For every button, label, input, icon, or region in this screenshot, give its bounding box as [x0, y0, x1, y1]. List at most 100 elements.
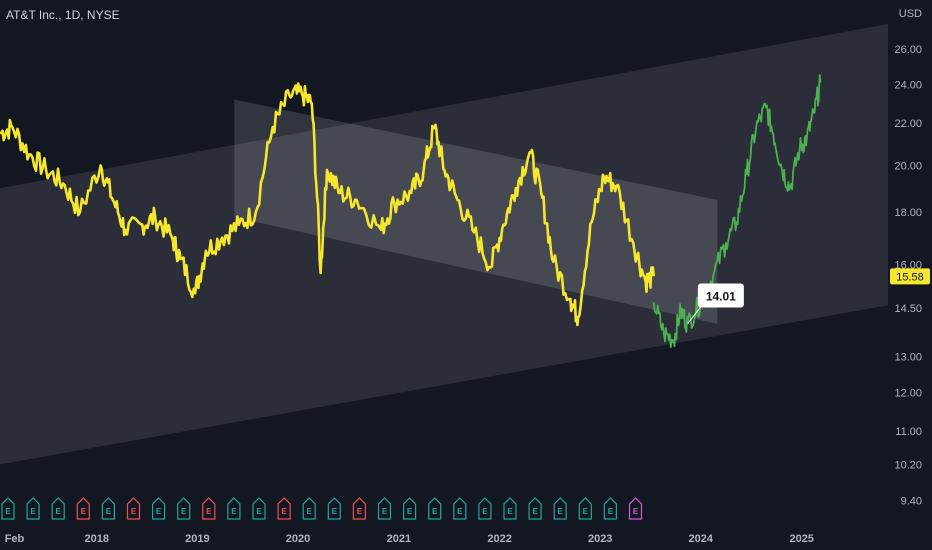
earnings-marker: E [628, 497, 643, 520]
earnings-marker-label: E [307, 507, 313, 516]
earnings-marker: E [76, 497, 90, 520]
earnings-marker: E [478, 497, 492, 520]
earnings-marker-label: E [181, 507, 187, 516]
earnings-marker-label: E [106, 507, 112, 516]
earnings-marker-badge [202, 497, 216, 520]
earnings-marker-badge [126, 497, 141, 520]
x-tick-label: 2020 [286, 533, 310, 545]
earnings-marker-label: E [482, 507, 488, 516]
last-price-tag: 15.58 [890, 268, 930, 285]
x-tick-label: 2021 [387, 533, 411, 545]
earnings-marker-label: E [256, 507, 262, 516]
earnings-marker: E [578, 497, 592, 520]
y-tick-label: 10.20 [894, 459, 922, 471]
y-tick-label: 13.00 [894, 352, 922, 364]
earnings-marker-badge [403, 497, 417, 520]
callout-pointer [687, 305, 703, 324]
earnings-marker-label: E [332, 507, 338, 516]
x-tick-label: 2023 [588, 533, 612, 545]
earnings-marker: E [227, 497, 241, 520]
earnings-marker-label: E [382, 507, 388, 516]
earnings-marker-badge [377, 497, 392, 520]
earnings-marker: E [352, 497, 366, 520]
earnings-marker-badge [553, 497, 567, 520]
earnings-marker-badge [528, 497, 542, 520]
earnings-marker: E [377, 497, 392, 520]
channel-layer [0, 24, 888, 465]
earnings-marker-label: E [532, 507, 538, 516]
earnings-marker: E [302, 497, 316, 520]
projection-series-line [652, 74, 822, 348]
history-series-line [0, 82, 655, 327]
earnings-marker-label: E [30, 507, 36, 516]
earnings-marker-label: E [56, 507, 62, 516]
y-tick-label: 22.00 [894, 118, 922, 130]
earnings-marker-label: E [206, 507, 212, 516]
earnings-marker-label: E [231, 507, 237, 516]
earnings-marker-badge [302, 497, 316, 520]
earnings-marker-label: E [281, 507, 287, 516]
earnings-marker-label: E [608, 507, 614, 516]
earnings-marker: E [553, 497, 567, 520]
earnings-marker-badge [51, 497, 65, 520]
earnings-marker-label: E [407, 507, 413, 516]
earnings-marker-badge [152, 497, 166, 520]
currency-label[interactable]: USD [898, 8, 922, 20]
earnings-marker: E [101, 497, 115, 520]
earnings-marker-badge [478, 497, 492, 520]
earnings-marker: E [277, 497, 291, 520]
callout-box [697, 283, 744, 308]
earnings-marker: E [26, 497, 40, 520]
earnings-marker-badge [428, 497, 442, 520]
earnings-marker: E [428, 497, 442, 520]
earnings-marker-label: E [156, 507, 162, 516]
earnings-marker-label: E [583, 507, 589, 516]
earnings-marker-label: E [81, 507, 87, 516]
last-price-box [890, 268, 930, 285]
earnings-marker-label: E [633, 507, 639, 516]
earnings-marker-badge [76, 497, 90, 520]
last-price-value: 15.58 [896, 271, 924, 283]
earnings-marker: E [126, 497, 141, 520]
symbol-title[interactable]: AT&T Inc., 1D, NYSE [6, 8, 120, 22]
earnings-marker-badge [603, 497, 617, 520]
earnings-marker-label: E [357, 507, 363, 516]
earnings-marker: E [252, 497, 266, 520]
earnings-marker: E [603, 497, 617, 520]
y-tick-label: 18.00 [894, 207, 922, 219]
earnings-marker: E [453, 497, 467, 520]
earnings-marker-badge [101, 497, 115, 520]
earnings-marker-badge [1, 497, 15, 520]
earnings-marker-badge [453, 497, 467, 520]
earnings-marker-badge [227, 497, 241, 520]
x-tick-label: Feb [5, 533, 25, 545]
y-tick-label: 11.00 [895, 426, 922, 438]
time-axis[interactable]: Feb 2018 2019 2020 2021 2022 2023 2024 2025 [5, 533, 814, 545]
earnings-marker-badge [352, 497, 366, 520]
earnings-marker-badge [277, 497, 291, 520]
earnings-marker: E [177, 497, 191, 520]
earnings-marker-badge [578, 497, 592, 520]
earnings-marker: E [202, 497, 216, 520]
x-tick-label: 2019 [185, 533, 209, 545]
x-tick-label: 2024 [689, 533, 714, 545]
y-tick-label: 14.50 [894, 303, 922, 315]
x-tick-label: 2022 [487, 533, 511, 545]
earnings-marker-label: E [131, 507, 137, 516]
earnings-marker-badge [628, 497, 643, 520]
y-tick-label: 24.00 [894, 80, 922, 92]
earnings-marker-badge [26, 497, 40, 520]
earnings-marker-badge [177, 497, 191, 520]
y-tick-label: 12.00 [894, 387, 922, 399]
earnings-marker-label: E [457, 507, 463, 516]
earnings-marker: E [528, 497, 542, 520]
x-tick-label: 2025 [789, 533, 813, 545]
earnings-marker: E [51, 497, 65, 520]
earnings-marker-label: E [558, 507, 564, 516]
series-layer [0, 74, 822, 348]
earnings-marker-label: E [507, 507, 513, 516]
earnings-marker-label: E [432, 507, 438, 516]
y-tick-label: 20.00 [894, 160, 922, 172]
